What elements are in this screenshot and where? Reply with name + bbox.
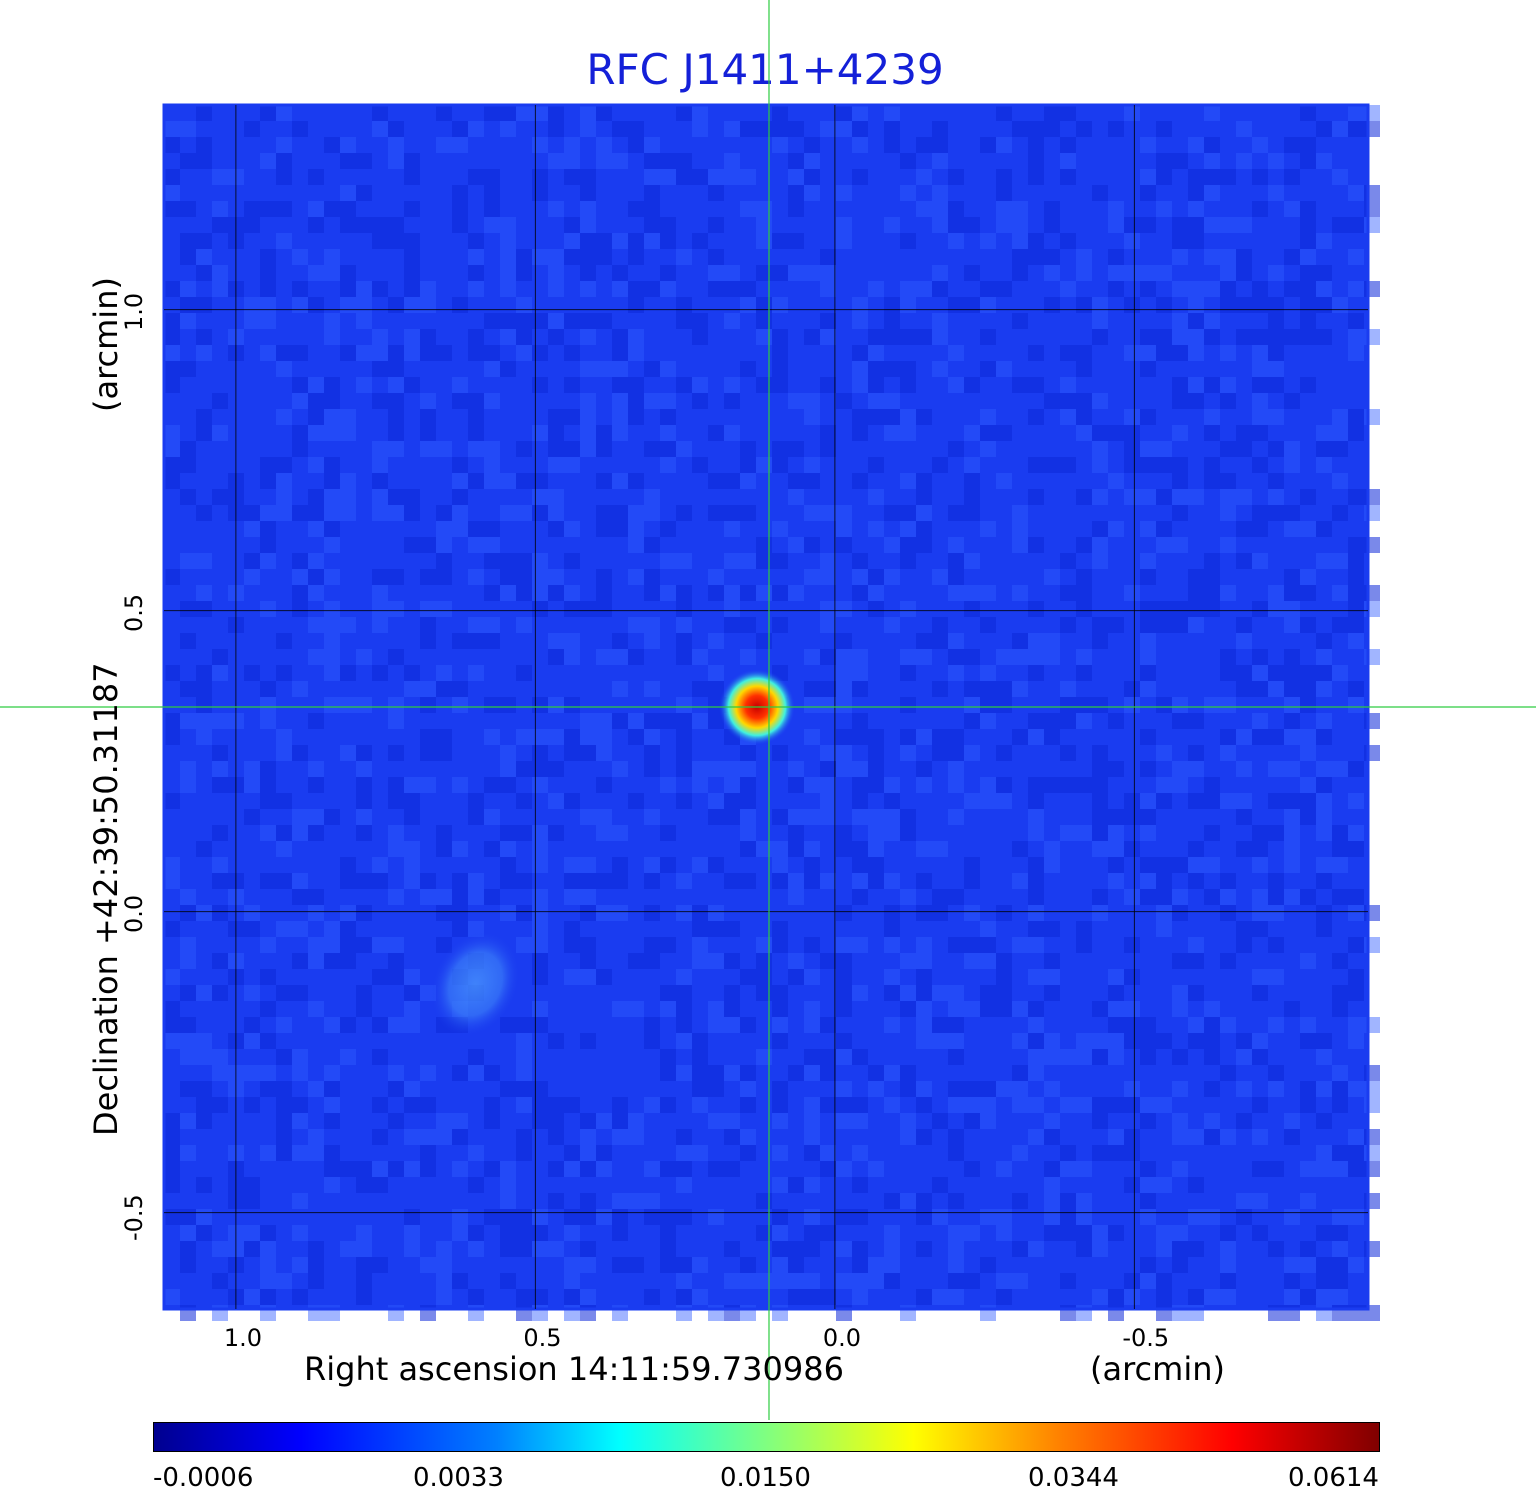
y-axis-label: Declination +42:39:50.31187	[87, 662, 125, 1136]
colorbar-tick-label: -0.0006	[153, 1463, 254, 1493]
colorbar	[153, 1422, 1380, 1452]
x-tick-label: 0.5	[523, 1324, 562, 1352]
y-tick-label: -0.5	[120, 1193, 148, 1241]
chart-title: RFC J1411+4239	[586, 45, 944, 94]
colorbar-tick-label: 0.0150	[720, 1463, 811, 1493]
y-tick-label: 0.0	[120, 894, 148, 933]
colorbar-tick-label: 0.0033	[413, 1463, 504, 1493]
y-tick-label: 0.5	[120, 593, 148, 632]
x-tick-label: 1.0	[223, 1324, 263, 1352]
x-axis-unit: (arcmin)	[1090, 1350, 1225, 1388]
colorbar-tick-label: 0.0614	[1288, 1463, 1379, 1493]
x-tick-label: -0.5	[1122, 1324, 1170, 1352]
x-tick-label: 0.0	[822, 1324, 862, 1352]
colorbar-tick-label: 0.0344	[1028, 1463, 1119, 1493]
y-tick-label: 1.0	[120, 292, 148, 331]
source-blob-1	[430, 931, 520, 1037]
y-axis-unit: (arcmin)	[87, 277, 125, 412]
x-axis-label: Right ascension 14:11:59.730986	[304, 1350, 844, 1388]
heatmap-plot	[0, 0, 1536, 1420]
